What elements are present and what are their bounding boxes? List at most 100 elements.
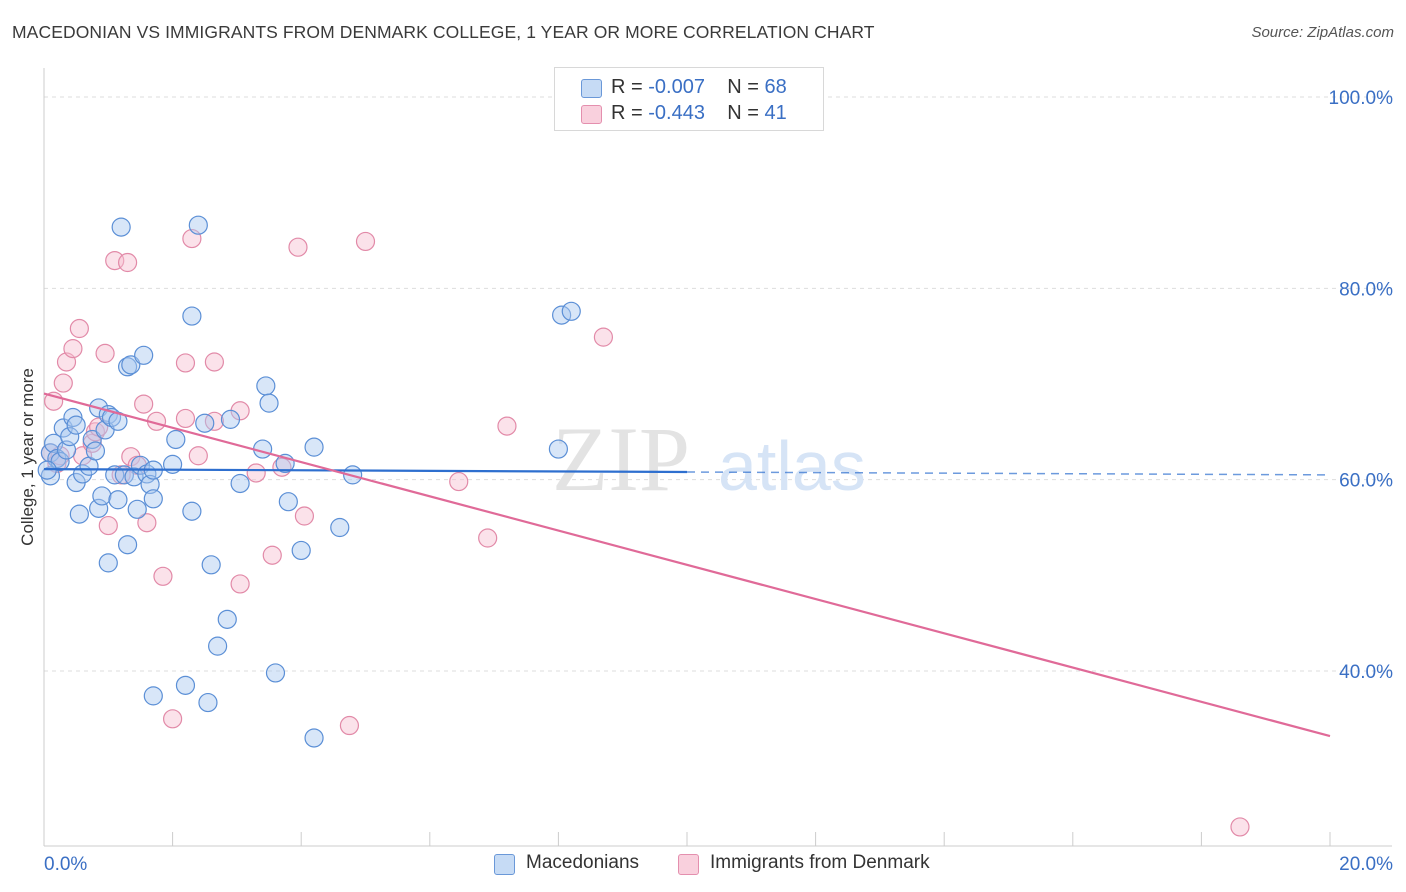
- data-point-denmark: [294, 506, 315, 526]
- legend-swatch-blue: [581, 79, 602, 98]
- data-point-denmark: [134, 394, 154, 414]
- x-tick-label: 20.0%: [1339, 854, 1393, 875]
- y-tick-label: 100.0%: [1329, 88, 1394, 109]
- legend-r-label: R =: [611, 102, 643, 124]
- y-axis-label: College, 1 year or more: [18, 368, 37, 546]
- data-point-denmark: [153, 566, 173, 586]
- data-point-macedonians: [143, 686, 163, 706]
- bottom-legend-swatch-blue: [494, 854, 515, 875]
- y-tick-label: 60.0%: [1339, 471, 1393, 492]
- data-point-macedonians: [140, 474, 160, 495]
- data-point-macedonians: [259, 393, 279, 413]
- data-point-denmark: [593, 327, 614, 347]
- data-point-macedonians: [121, 355, 141, 375]
- data-point-macedonians: [40, 466, 61, 486]
- chart-title: MACEDONIAN VS IMMIGRANTS FROM DENMARK CO…: [12, 22, 875, 42]
- series-macedonians-points: [37, 215, 581, 748]
- legend-r-value: -0.443: [648, 102, 705, 124]
- data-point-macedonians: [85, 441, 106, 461]
- data-point-denmark: [117, 252, 138, 273]
- data-point-denmark: [69, 318, 89, 339]
- bottom-legend-label: Macedonians: [526, 852, 640, 873]
- data-point-denmark: [98, 515, 118, 536]
- data-point-denmark: [137, 513, 157, 533]
- legend-n-value: 41: [764, 102, 787, 124]
- legend-r-label: R =: [611, 76, 643, 98]
- data-point-denmark: [288, 237, 308, 257]
- data-point-denmark: [204, 352, 224, 372]
- data-point-macedonians: [117, 535, 138, 555]
- data-point-denmark: [175, 408, 196, 429]
- bottom-legend-label: Immigrants from Denmark: [710, 852, 930, 873]
- data-point-denmark: [355, 231, 376, 252]
- data-point-macedonians: [134, 345, 154, 365]
- data-point-macedonians: [127, 499, 147, 519]
- data-point-denmark: [339, 715, 360, 736]
- data-point-denmark: [262, 545, 282, 565]
- trend-layer: [43, 392, 1331, 738]
- data-point-denmark: [449, 471, 469, 492]
- data-point-macedonians: [304, 728, 324, 748]
- data-point-macedonians: [98, 553, 118, 573]
- data-point-denmark: [497, 416, 517, 436]
- data-point-macedonians: [208, 636, 228, 656]
- data-point-macedonians: [195, 413, 215, 433]
- data-point-macedonians: [201, 555, 221, 575]
- series-denmark-points: [40, 228, 1250, 837]
- x-tick-label: 0.0%: [44, 854, 87, 875]
- legend-n-label: N =: [727, 76, 759, 98]
- data-point-denmark: [95, 343, 115, 363]
- data-point-macedonians: [143, 489, 163, 509]
- trend-line-macedonians-extension: [686, 471, 1331, 476]
- data-point-macedonians: [82, 429, 102, 450]
- data-point-macedonians: [256, 376, 276, 396]
- data-point-denmark: [163, 709, 183, 729]
- data-point-macedonians: [108, 490, 128, 510]
- data-point-denmark: [63, 339, 83, 359]
- data-point-macedonians: [182, 306, 202, 326]
- data-point-macedonians: [198, 692, 218, 713]
- bottom-legend-swatch-pink: [678, 854, 699, 875]
- data-point-denmark: [1230, 817, 1250, 837]
- correlation-legend: R = -0.007 N = 68 R = -0.443 N = 41: [554, 67, 824, 131]
- data-point-denmark: [204, 411, 224, 431]
- data-point-macedonians: [117, 357, 138, 377]
- watermark-zip: ZIP: [552, 408, 690, 510]
- data-point-macedonians: [111, 217, 131, 237]
- data-point-macedonians: [92, 486, 112, 506]
- data-point-macedonians: [330, 517, 350, 538]
- legend-r-value: -0.007: [648, 76, 705, 98]
- data-point-macedonians: [175, 675, 196, 695]
- legend-n-value: 68: [764, 76, 787, 98]
- data-point-macedonians: [60, 427, 80, 447]
- data-point-macedonians: [188, 215, 208, 235]
- trend-line-denmark: [43, 392, 1331, 738]
- data-point-macedonians: [66, 415, 86, 435]
- data-point-denmark: [188, 446, 208, 466]
- y-tick-label: 80.0%: [1339, 279, 1393, 300]
- data-point-macedonians: [548, 439, 569, 459]
- data-point-denmark: [246, 463, 266, 483]
- data-point-macedonians: [217, 609, 237, 629]
- data-point-macedonians: [291, 540, 311, 561]
- data-point-macedonians: [69, 504, 89, 524]
- trend-line-macedonians: [43, 468, 688, 474]
- watermark-atlas: atlas: [718, 427, 866, 505]
- data-point-macedonians: [265, 663, 286, 683]
- data-point-denmark: [175, 353, 196, 373]
- data-point-macedonians: [182, 501, 202, 521]
- data-point-denmark: [53, 373, 73, 393]
- data-point-macedonians: [278, 492, 298, 512]
- axis-layer: [43, 68, 1392, 847]
- data-point-macedonians: [89, 498, 109, 518]
- watermark: ZIP atlas: [552, 408, 866, 510]
- legend-n-label: N =: [727, 102, 759, 124]
- y-tick-label: 40.0%: [1339, 662, 1393, 683]
- legend-swatch-pink: [581, 105, 602, 124]
- data-point-macedonians: [304, 437, 324, 457]
- tick-layer: 100.0% 80.0% 60.0% 40.0% 0.0% 20.0%: [43, 88, 1394, 875]
- chart-source: Source: ZipAtlas.com: [1251, 24, 1394, 41]
- data-point-macedonians: [561, 301, 581, 321]
- data-point-macedonians: [166, 429, 186, 450]
